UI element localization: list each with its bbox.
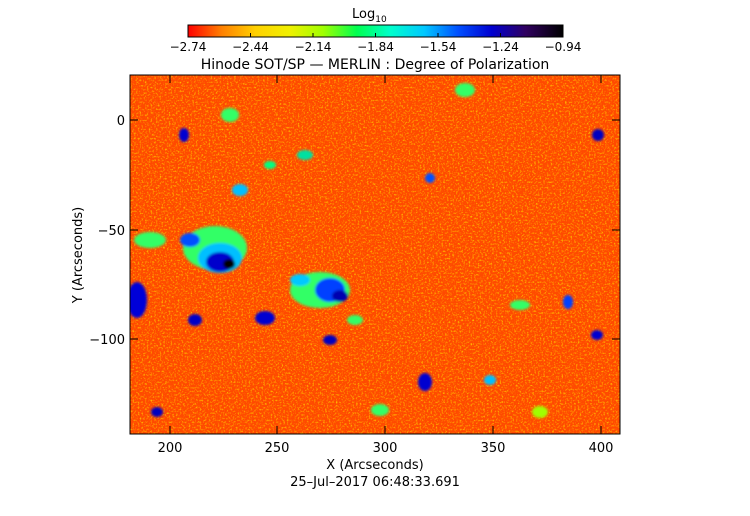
axis-ticks <box>130 75 620 434</box>
x-tick-label: 400 <box>589 441 614 456</box>
plot-title: Hinode SOT/SP — MERLIN : Degree of Polar… <box>201 57 550 73</box>
colorbar-tick-label: −2.44 <box>232 40 269 54</box>
colorbar-tick-label: −2.14 <box>295 40 332 54</box>
y-tick-label: −50 <box>98 224 125 239</box>
colorbar-tick-label: −1.24 <box>482 40 519 54</box>
colorbar-tick-label: −1.84 <box>357 40 394 54</box>
colorbar: Log10 −2.74 −2.44 −2.14 −1.84 −1.54 −1.2… <box>170 7 582 54</box>
polarization-map <box>130 75 620 434</box>
x-axis-label: X (Arcseconds) <box>326 458 423 473</box>
plot-frame <box>129 74 621 435</box>
colorbar-ticks <box>187 33 564 37</box>
y-tick-label: 0 <box>117 114 125 129</box>
colorbar-label: Log10 <box>352 7 387 25</box>
x-tick-label: 300 <box>373 441 398 456</box>
colorbar-tick-label: −0.94 <box>545 40 582 54</box>
y-tick-label: −100 <box>89 333 125 348</box>
y-axis-label: Y (Arcseconds) <box>71 207 86 304</box>
x-tick-label: 200 <box>158 441 183 456</box>
colorbar-tick-label: −1.54 <box>420 40 457 54</box>
x-tick-label: 250 <box>265 441 290 456</box>
x-tick-label: 350 <box>481 441 506 456</box>
timestamp: 25–Jul–2017 06:48:33.691 <box>290 475 460 490</box>
colorbar-tick-label: −2.74 <box>170 40 207 54</box>
magnetic-patches <box>130 83 604 418</box>
